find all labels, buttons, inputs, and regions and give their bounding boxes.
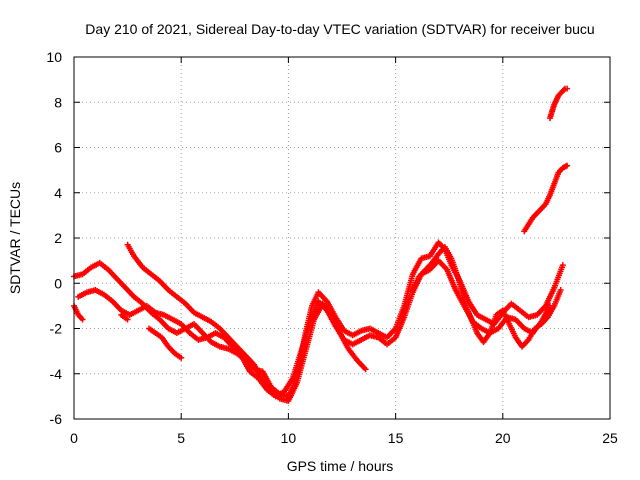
axis-ticks: 0 5 10 15 20 25 -6 -4 -2 0 2 4 6 8 10 [46, 49, 618, 446]
x-tick-label: 20 [495, 430, 511, 446]
y-tick-label: -6 [50, 411, 63, 427]
y-tick-label: 2 [54, 230, 62, 246]
y-tick-label: -4 [50, 366, 63, 382]
x-tick-label: 25 [602, 430, 618, 446]
y-tick-label: 8 [54, 94, 62, 110]
data-point [564, 162, 571, 169]
x-axis-label: GPS time / hours [287, 458, 394, 474]
data-point [124, 316, 131, 323]
plot-area [71, 85, 571, 404]
data-point [557, 287, 564, 294]
data-point [79, 316, 86, 323]
data-point [178, 354, 185, 361]
data-point [560, 86, 567, 93]
y-tick-label: 0 [54, 275, 62, 291]
x-tick-label: 10 [281, 430, 297, 446]
series-track-9 [546, 85, 571, 122]
y-axis-label: SDTVAR / TECUs [7, 182, 23, 294]
x-tick-label: 5 [177, 430, 185, 446]
series-track-4 [124, 241, 369, 404]
series-track-7 [409, 244, 564, 350]
y-tick-label: 10 [46, 49, 62, 65]
data-point [564, 85, 571, 92]
series-track-5 [118, 311, 131, 323]
x-tick-label: 0 [70, 430, 78, 446]
series-track-6 [146, 325, 185, 361]
y-tick-label: 4 [54, 185, 62, 201]
data-point [559, 262, 566, 269]
y-tick-label: 6 [54, 140, 62, 156]
chart-title: Day 210 of 2021, Sidereal Day-to-day VTE… [85, 21, 594, 37]
series-track-8 [521, 162, 571, 235]
y-tick-label: -2 [50, 321, 63, 337]
series-track-3 [71, 302, 86, 323]
data-point [362, 366, 369, 373]
x-tick-label: 15 [388, 430, 404, 446]
